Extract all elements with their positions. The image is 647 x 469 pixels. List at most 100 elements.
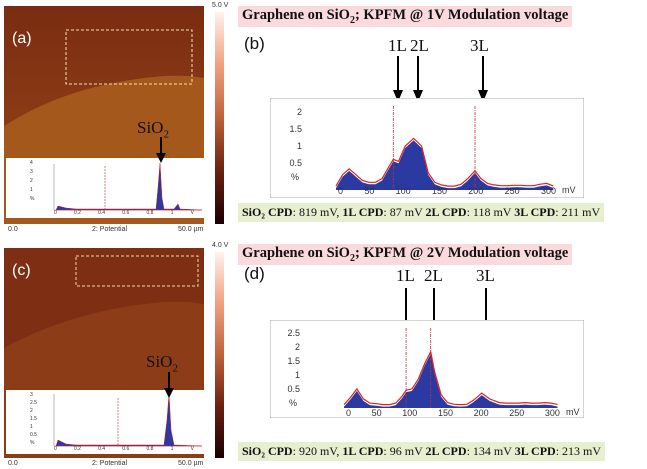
cpd-label: SiO₂ CPD — [242, 205, 293, 219]
arrow-label-2l-b: 2L — [410, 36, 429, 55]
histogram-outline — [335, 137, 554, 187]
cpd-value: : 134 mV — [466, 444, 512, 458]
inset-x-tick: 0 — [54, 446, 57, 452]
inset-y-tick: 1 — [30, 187, 33, 193]
colorbar-c — [215, 252, 224, 458]
x-ticks-d: 0 50 100 150 200 250 300 — [346, 408, 560, 418]
inset-x-tick: 0.8 — [146, 446, 154, 452]
panel-label-b: (b) — [244, 34, 265, 53]
inset-x-tick: 0.2 — [73, 210, 81, 216]
cpd-label: 2L CPD — [425, 444, 467, 458]
inset-y-ticks-a: 4 3 2 1 % — [30, 159, 44, 204]
cpd-label: 1L CPD — [342, 205, 384, 219]
x-tick: 0 — [338, 186, 344, 196]
inset-y-unit: % — [30, 440, 35, 446]
x-tick: 200 — [468, 186, 484, 196]
y-tick: 0.5 — [287, 384, 300, 394]
colorbar-a — [215, 12, 224, 224]
inset-histogram-c — [6, 390, 206, 454]
inset-x-tick: 0 — [54, 210, 57, 216]
cpd-label: 2L CPD — [425, 205, 467, 219]
colorbar-max-c: 4.0 V — [212, 242, 229, 249]
graph-title-d: Graphene on SiO2; KPFM @ 2V Modulation v… — [238, 244, 573, 265]
x-tick: 250 — [504, 186, 520, 196]
x-tick: 250 — [509, 408, 525, 418]
inset-y-tick: 4 — [30, 160, 33, 166]
cpd-label: 3L CPD — [514, 444, 556, 458]
histogram-area — [344, 353, 558, 408]
arrow-label-1l-d: 1L — [396, 266, 415, 285]
inset-x-ticks-a: 0 0.2 0.4 0.6 0.8 1 V — [54, 210, 194, 216]
y-tick: 2 — [294, 342, 300, 352]
inset-y-tick: 1 — [30, 424, 33, 430]
y-ticks-d: 2.5 2 1.5 1 0.5 — [284, 326, 300, 396]
y-tick: 0.5 — [289, 158, 302, 168]
arrow-1l-b — [393, 56, 403, 107]
cpd-values-d: SiO₂ CPD: 920 mV, 1L CPD: 96 mV 2L CPD: … — [238, 442, 606, 461]
inset-x-tick: 0.4 — [98, 446, 106, 452]
inset-x-ticks-c: 0 0.2 0.4 0.6 0.8 1 V — [54, 446, 194, 452]
y-tick: 1 — [294, 370, 300, 380]
colorbar-max-a: 5.0 V — [212, 2, 229, 9]
y-tick: 1.5 — [289, 124, 302, 134]
arrow-2l-b — [413, 56, 423, 107]
arrow-label-2l-d: 2L — [424, 266, 443, 285]
inset-x-tick: 0.2 — [73, 446, 81, 452]
graph-title-b: Graphene on SiO2; KPFM @ 1V Modulation v… — [238, 6, 573, 27]
inset-x-tick: 0.6 — [122, 210, 130, 216]
x-unit-b: mV — [562, 185, 576, 195]
inset-y-tick: 2 — [30, 178, 33, 184]
inset-y-unit: % — [30, 196, 35, 202]
scale-left-c: 0.0 — [8, 460, 18, 467]
x-tick: 50 — [371, 408, 382, 418]
inset-x-unit: V — [190, 446, 194, 452]
histogram-d — [269, 319, 585, 419]
histogram-svg-d — [269, 319, 585, 419]
inset-y-ticks-c: 3 2.5 2 1.5 1 0.5 % — [30, 391, 44, 447]
x-tick: 50 — [364, 186, 375, 196]
arrow-label-3l-d: 3L — [476, 266, 495, 285]
inset-histogram-a — [6, 158, 206, 218]
y-tick: 2.5 — [287, 328, 300, 338]
x-tick: 100 — [395, 186, 411, 196]
inset-y-tick: 2 — [30, 408, 33, 414]
arrow-label-1l-b: 1L — [388, 36, 407, 55]
scale-mid-a: 2: Potential — [92, 226, 128, 233]
y-unit-d: % — [289, 398, 298, 408]
cpd-label: SiO₂ CPD — [242, 444, 293, 458]
inset-y-tick: 1.5 — [30, 416, 37, 422]
histogram-b — [269, 97, 585, 199]
scale-right-a: 50.0 µm — [178, 226, 204, 233]
inset-x-tick: 0.8 — [146, 210, 154, 216]
cpd-values-b: SiO₂ CPD: 819 mV, 1L CPD: 87 mV 2L CPD: … — [238, 203, 605, 222]
panel-label-a: (a) — [12, 30, 32, 47]
inset-y-tick: 3 — [30, 169, 33, 175]
x-tick: 300 — [540, 186, 556, 196]
x-tick: 200 — [473, 408, 489, 418]
arrow-3l-b — [478, 56, 488, 107]
cpd-value: : 118 mV — [466, 205, 512, 219]
cpd-value: : 96 mV — [383, 444, 423, 458]
x-tick: 150 — [437, 408, 453, 418]
histogram-svg-b — [269, 97, 585, 199]
cpd-value: : 920 mV, — [292, 444, 340, 458]
inset-x-unit: V — [190, 210, 194, 216]
x-tick: 100 — [402, 408, 418, 418]
y-tick: 1.5 — [287, 356, 300, 366]
cpd-value: : 211 mV — [555, 205, 601, 219]
inset-y-tick: 3 — [30, 392, 33, 398]
arrow-label-3l-b: 3L — [470, 36, 489, 55]
x-ticks-b: 0 50 100 150 200 250 300 — [338, 186, 556, 196]
inset-x-tick: 0.6 — [122, 446, 130, 452]
inset-x-tick: 0.4 — [98, 210, 106, 216]
sio2-arrow-c — [164, 372, 174, 403]
y-ticks-b: 2 1.5 1 0.5 — [286, 104, 302, 172]
cpd-label: 3L CPD — [514, 205, 556, 219]
y-tick: 1 — [296, 141, 302, 151]
cpd-label: 1L CPD — [342, 444, 384, 458]
sio2-label-a: SiO2 — [137, 118, 169, 141]
inset-y-tick: 0.5 — [30, 432, 37, 438]
x-tick: 300 — [544, 408, 560, 418]
panel-label-c: (c) — [12, 262, 31, 279]
scale-right-c: 50.0 µm — [178, 460, 204, 467]
